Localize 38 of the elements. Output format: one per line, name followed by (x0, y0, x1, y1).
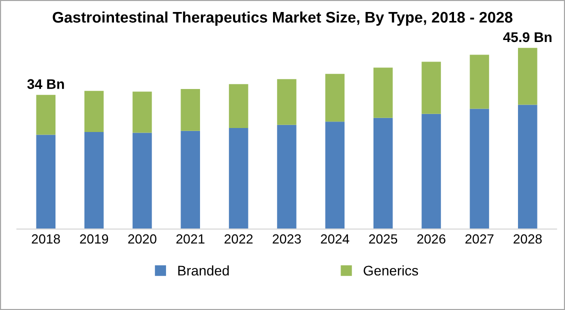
bar (277, 79, 296, 125)
x-tick-label: 2024 (320, 234, 350, 244)
bar (228, 84, 248, 128)
bar (36, 94, 56, 135)
bar (518, 48, 538, 105)
bar (132, 92, 152, 133)
bar (84, 90, 104, 132)
bar (470, 108, 490, 230)
bar (373, 68, 393, 118)
legend-label: Generics (364, 265, 418, 276)
annotation: 34 Bn (27, 79, 64, 90)
bar (325, 122, 345, 230)
legend-label: Branded (178, 265, 229, 276)
x-tick-label: 2027 (465, 234, 494, 244)
annotation: 45.9 Bn (503, 32, 552, 42)
bar (180, 89, 200, 131)
bar (180, 130, 200, 230)
x-tick-label: 2028 (514, 234, 542, 244)
x-tick-label: 2021 (176, 234, 204, 244)
bar (84, 132, 104, 230)
x-tick-label: 2023 (272, 234, 301, 244)
bar (36, 134, 56, 230)
bar (422, 114, 441, 230)
bar (132, 132, 152, 230)
bar (518, 104, 538, 230)
x-tick-label: 2018 (32, 234, 60, 244)
bar (228, 128, 248, 230)
chart-title: Gastrointestinal Therapeutics Market Size, By Type, 2018 - 2028 (52, 11, 512, 26)
bar (277, 124, 296, 230)
x-tick-label: 2019 (80, 234, 108, 244)
x-tick-label: 2022 (224, 234, 253, 244)
x-tick-label: 2026 (417, 234, 446, 244)
bar (325, 74, 345, 122)
bar (470, 54, 490, 109)
x-tick-label: 2025 (369, 234, 398, 244)
bar (422, 62, 441, 114)
x-tick-label: 2020 (128, 234, 156, 244)
bar (373, 118, 393, 230)
